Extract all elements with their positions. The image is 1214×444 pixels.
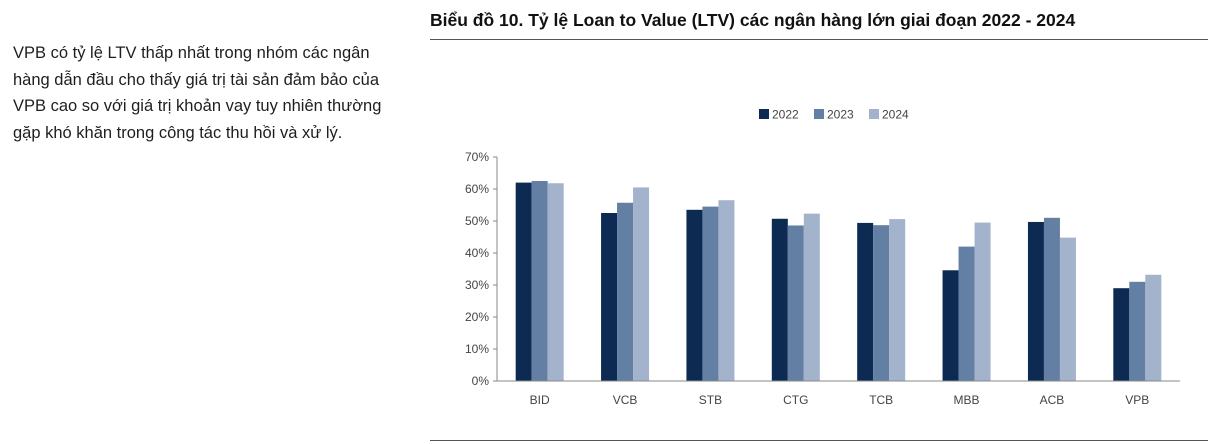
description-text: VPB có tỷ lệ LTV thấp nhất trong nhóm cá… [13,44,382,142]
y-tick-label: 40% [465,246,489,260]
bar-bid-2024 [547,183,564,381]
x-tick-label: CTG [783,393,808,407]
bar-acb-2022 [1027,221,1044,381]
bar-mbb-2023 [958,246,975,381]
bar-ctg-2022 [771,218,788,381]
bottom-rule [430,440,1208,441]
x-tick-label: BID [530,393,550,407]
y-tick-label: 10% [465,342,489,356]
y-tick-label: 70% [465,150,489,164]
bar-vpb-2024 [1145,274,1162,381]
bar-tcb-2024 [889,219,906,381]
bar-bid-2023 [531,181,548,381]
chart-legend: 2022 2023 2024 [759,108,909,122]
bar-ctg-2023 [787,225,804,381]
legend-swatch-2023 [814,109,824,119]
y-tick-label: 0% [472,374,490,388]
x-tick-label: TCB [869,393,893,407]
bar-vcb-2024 [633,187,650,381]
legend-swatch-2022 [759,109,769,119]
bar-chart: 2022 2023 2024 0% 10% 20% 30% 40% 50% 60% 70% BID… [465,108,1180,407]
x-tick-label: VCB [613,393,638,407]
bar-ctg-2024 [803,213,820,381]
bar-vcb-2023 [617,202,634,381]
legend-label-2023: 2023 [827,108,854,122]
bar-acb-2023 [1043,217,1060,381]
x-axis: BID VCB STB CTG TCB MBB ACB VPB [497,380,1180,407]
legend-label-2024: 2024 [882,108,909,122]
x-tick-label: STB [699,393,722,407]
bar-tcb-2022 [857,222,874,381]
bar-acb-2024 [1059,237,1076,381]
x-tick-label: ACB [1040,393,1065,407]
bar-tcb-2023 [873,225,890,381]
y-tick-label: 30% [465,278,489,292]
x-tick-label: VPB [1125,393,1149,407]
y-tick-label: 60% [465,182,489,196]
legend-label-2022: 2022 [772,108,799,122]
x-tick-label: MBB [954,393,980,407]
bar-mbb-2022 [942,270,959,381]
bar-stb-2023 [702,206,719,381]
title-rule [430,39,1208,40]
bar-vpb-2022 [1113,288,1130,381]
bar-bid-2022 [515,182,532,381]
bar-mbb-2024 [974,222,991,381]
chart-title: Biểu đồ 10. Tỷ lệ Loan to Value (LTV) cá… [430,10,1076,30]
y-tick-label: 20% [465,310,489,324]
bar-vpb-2023 [1129,281,1146,381]
bar-stb-2022 [686,209,703,381]
y-tick-label: 50% [465,214,489,228]
y-axis: 0% 10% 20% 30% 40% 50% 60% 70% [465,150,498,388]
bar-vcb-2022 [601,213,618,381]
bars [515,181,1162,381]
legend-swatch-2024 [869,109,879,119]
bar-stb-2024 [718,200,735,381]
